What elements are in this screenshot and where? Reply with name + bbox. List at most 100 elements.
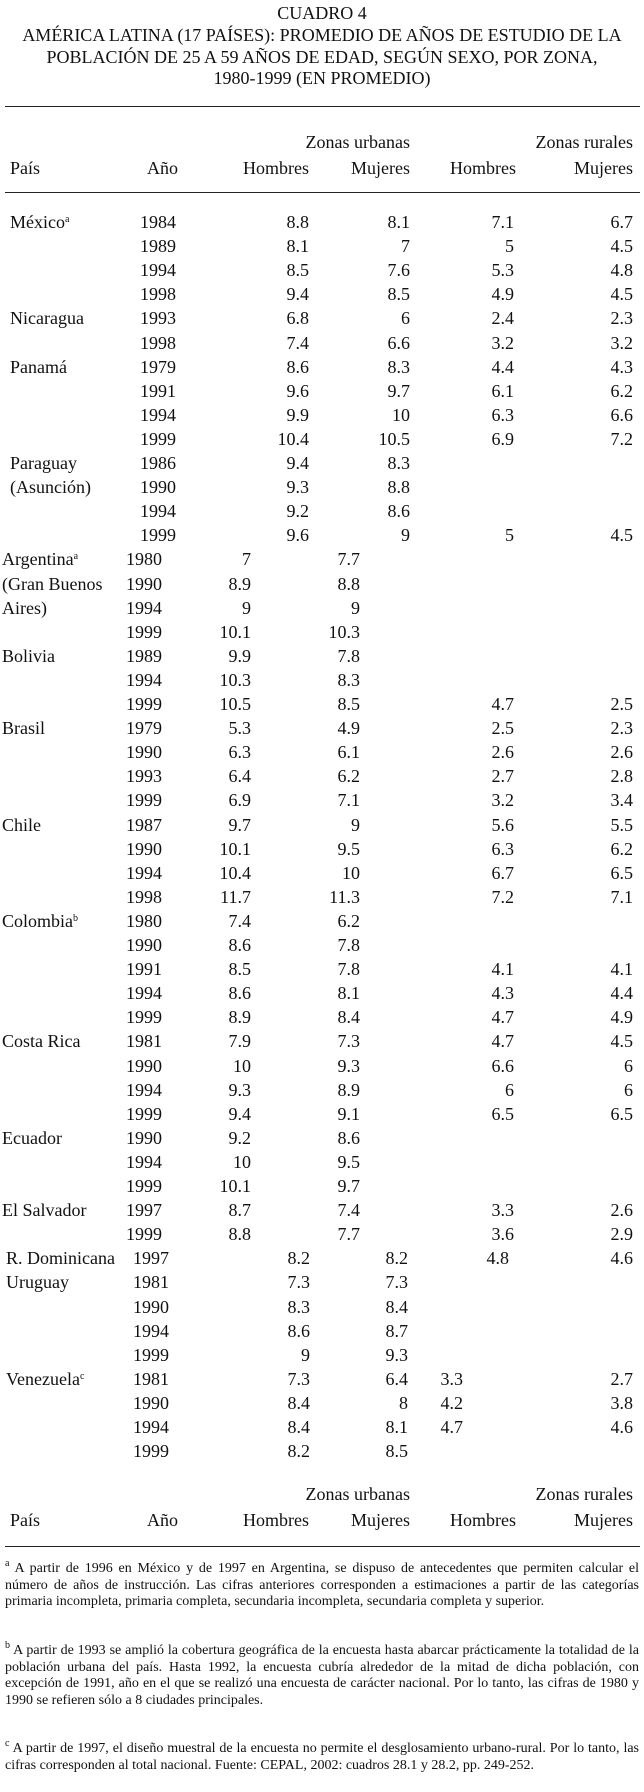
cell-hombres-rurales: 6 — [505, 1078, 514, 1102]
cell-hombres-rurales: 2.5 — [492, 716, 515, 740]
cell-pais-text: Brasil — [2, 718, 45, 739]
cell-mujeres-urbanas: 9.7 — [388, 379, 411, 403]
cell-hombres-rurales-text: 4.9 — [491, 284, 515, 305]
cell-anio-text: 1991 — [126, 959, 162, 980]
header-mujeres-urbanas: Mujeres — [351, 158, 410, 178]
cell-hombres-urbanas: 9 — [301, 1343, 310, 1367]
cell-mujeres-urbanas: 8.1 — [338, 981, 361, 1005]
cell-hombres-rurales: 4.2 — [441, 1391, 464, 1415]
cell-hombres-urbanas-text: 10.3 — [219, 669, 252, 690]
cell-hombres-rurales-text: 2.4 — [491, 308, 515, 329]
footnote-c: c A partir de 1997, el diseño muestral d… — [5, 1739, 639, 1774]
cell-hombres-urbanas: 8.3 — [288, 1295, 311, 1319]
cell-mujeres-rurales: 2.5 — [611, 692, 634, 716]
cell-mujeres-urbanas: 9.3 — [338, 1054, 361, 1078]
cell-hombres-urbanas-text: 10 — [233, 1151, 251, 1172]
cell-hombres-urbanas-text: 9.6 — [286, 525, 310, 546]
cell-hombres-urbanas-text: 8.6 — [287, 1320, 311, 1341]
cell-mujeres-rurales: 3.8 — [611, 1391, 634, 1415]
cell-mujeres-urbanas: 8.4 — [338, 1005, 361, 1029]
cell-mujeres-rurales-text: 4.3 — [610, 356, 634, 377]
cell-hombres-urbanas-text: 7.3 — [287, 1272, 311, 1293]
cell-mujeres-rurales-text: 5.5 — [610, 814, 634, 835]
cell-hombres-rurales: 6.1 — [492, 379, 515, 403]
cell-hombres-urbanas: 8.8 — [287, 210, 310, 234]
cell-anio: 1994 — [126, 981, 162, 1005]
cell-anio-text: 1998 — [140, 332, 176, 353]
cell-mujeres-urbanas-text: 10.3 — [328, 621, 361, 642]
header-zonas-urbanas: Zonas urbanas — [305, 132, 410, 152]
cell-hombres-urbanas: 10.5 — [220, 692, 252, 716]
cell-mujeres-urbanas: 6.1 — [338, 740, 361, 764]
cell-anio: 1999 — [133, 1439, 169, 1463]
cell-hombres-urbanas-text: 7 — [242, 549, 251, 570]
cell-mujeres-rurales: 4.5 — [611, 234, 634, 258]
cell-hombres-urbanas: 8.5 — [229, 957, 252, 981]
cell-anio-text: 1991 — [140, 380, 176, 401]
cell-hombres-urbanas-text: 8.2 — [287, 1248, 311, 1269]
cell-anio-text: 1998 — [140, 284, 176, 305]
cell-mujeres-urbanas: 9.1 — [338, 1102, 361, 1126]
cell-anio-text: 1994 — [140, 501, 176, 522]
cell-hombres-rurales: 4.7 — [492, 1005, 515, 1029]
cell-anio: 1989 — [126, 644, 162, 668]
cell-anio: 1999 — [140, 427, 176, 451]
cell-mujeres-rurales-text: 2.8 — [610, 766, 634, 787]
footnote-mark: a — [5, 1558, 10, 1569]
cell-anio: 1994 — [140, 499, 176, 523]
cell-anio: 1997 — [126, 1198, 162, 1222]
cell-hombres-urbanas: 9.3 — [287, 475, 310, 499]
cell-hombres-urbanas-text: 9.2 — [286, 501, 310, 522]
cell-anio-text: 1980 — [126, 910, 162, 931]
cell-mujeres-rurales-text: 6 — [624, 1055, 633, 1076]
cell-anio: 1999 — [133, 1343, 169, 1367]
cell-hombres-urbanas: 10.4 — [278, 427, 310, 451]
cell-hombres-rurales-text: 3.2 — [491, 332, 515, 353]
cell-hombres-rurales: 7.2 — [492, 885, 515, 909]
cell-hombres-urbanas-text: 8.6 — [286, 356, 310, 377]
cell-anio: 1994 — [126, 861, 162, 885]
cell-anio: 1998 — [126, 885, 162, 909]
cell-anio: 1994 — [140, 403, 176, 427]
cell-hombres-urbanas-text: 8.5 — [286, 260, 310, 281]
cell-mujeres-urbanas: 8.6 — [388, 499, 411, 523]
cell-mujeres-rurales-text: 4.4 — [610, 983, 634, 1004]
cell-hombres-rurales: 2.4 — [492, 306, 515, 330]
cell-anio-text: 1994 — [133, 1417, 169, 1437]
cell-pais-text: Chile — [2, 814, 41, 835]
cell-pais: Costa Rica — [2, 1029, 81, 1053]
cell-anio: 1990 — [126, 1054, 162, 1078]
cell-hombres-urbanas: 8.4 — [288, 1415, 311, 1439]
cell-pais-text: Panamá — [10, 356, 67, 377]
cell-anio-text: 1999 — [140, 428, 176, 449]
cell-mujeres-urbanas-text: 7.8 — [337, 645, 361, 666]
cell-anio: 1989 — [140, 234, 176, 258]
cell-anio-text: 1994 — [133, 1320, 169, 1341]
cell-mujeres-urbanas-text: 9.7 — [337, 1176, 361, 1196]
cell-anio: 1994 — [126, 1078, 162, 1102]
cell-mujeres-urbanas-text: 8.8 — [337, 573, 361, 594]
cell-anio: 1991 — [140, 379, 176, 403]
cell-mujeres-urbanas-text: 8.7 — [385, 1320, 409, 1341]
cell-pais: Nicaragua — [10, 306, 84, 330]
cell-anio: 1984 — [140, 210, 176, 234]
cell-hombres-urbanas-text: 6.4 — [228, 766, 252, 787]
cell-anio: 1994 — [126, 596, 162, 620]
cell-hombres-urbanas-text: 9.2 — [228, 1127, 252, 1148]
cell-hombres-urbanas: 10.1 — [220, 620, 252, 644]
cell-mujeres-urbanas: 10 — [392, 403, 410, 427]
cell-mujeres-urbanas-text: 7.7 — [337, 549, 361, 570]
cell-pais-text: Bolivia — [2, 645, 55, 666]
cell-hombres-urbanas-text: 9.6 — [286, 380, 310, 401]
cell-hombres-urbanas-text: 10 — [233, 1055, 251, 1076]
cell-hombres-urbanas: 9.4 — [229, 1102, 252, 1126]
cell-hombres-urbanas-text: 8.4 — [287, 1417, 311, 1437]
cell-anio: 1987 — [126, 813, 162, 837]
cell-mujeres-urbanas-text: 7.6 — [387, 260, 411, 281]
cell-mujeres-urbanas-text: 8.3 — [387, 453, 411, 473]
cell-hombres-urbanas: 9.7 — [229, 813, 252, 837]
cell-anio: 1981 — [126, 1029, 162, 1053]
cell-mujeres-rurales-text: 7.1 — [610, 886, 634, 907]
cell-pais: El Salvador — [2, 1198, 86, 1222]
cell-anio-text: 1994 — [140, 404, 176, 425]
